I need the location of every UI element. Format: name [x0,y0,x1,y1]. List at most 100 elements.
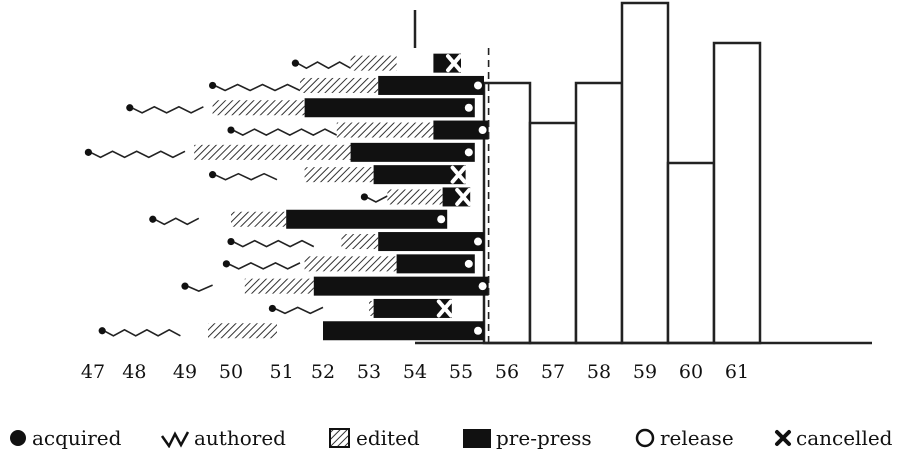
authored-line [230,128,338,136]
edited-bar [208,323,277,339]
legend-item-acquired: acquired [8,418,121,458]
edited-bar [387,189,443,205]
authored-line [295,61,351,70]
x-tick-label: 55 [449,361,473,383]
prepress-bar [396,254,475,274]
book-row [126,98,475,118]
acquired-dot [268,304,276,313]
authored-line [184,284,213,292]
authored-line [101,328,181,337]
prepress-bar [433,120,489,140]
acquired-dot-icon [10,430,26,446]
release-marker [464,148,473,157]
authored-line [212,83,301,92]
book-row [181,276,489,296]
acquired-dot [222,260,230,268]
edited-hatch-icon [329,428,350,448]
x-tick-label: 48 [122,361,146,383]
x-tick-label: 59 [633,361,657,383]
edited-bar [300,77,379,93]
book-row [227,120,489,140]
edited-bar [194,144,351,160]
book-row [209,75,484,95]
prepress-bar [323,321,484,341]
cancelled-marker [450,165,467,184]
release-marker [464,259,473,268]
legend-label-authored: authored [194,426,286,450]
x-tick-label: 53 [357,361,381,383]
legend-label-prepress: pre-press [496,426,592,450]
cancelled-marker [446,54,462,73]
edited-bar [350,55,397,71]
prepress-bar [313,276,489,296]
acquired-dot [149,215,157,223]
prepress-block-icon [463,429,491,448]
acquired-dot [291,59,299,67]
release-circle-icon [635,428,655,448]
legend-label-edited: edited [356,426,420,450]
cancelled-marker [436,299,453,318]
cancelled-x-icon [775,430,791,446]
authored-line [272,306,324,315]
edited-bar [231,211,287,227]
prepress-bar [350,142,475,162]
acquired-dot [360,193,368,201]
acquired-dot [209,81,217,90]
acquired-dot [227,126,235,134]
authored-line [226,262,301,270]
authored-line [88,150,186,159]
book-row [222,254,475,274]
histogram-bar [528,121,578,345]
book-row [291,53,462,73]
release-marker [464,103,473,112]
histogram-bar [482,81,532,345]
authored-zigzag-icon [160,431,190,448]
acquired-dot [227,237,235,246]
release-marker [474,237,482,246]
x-tick-label: 54 [403,361,427,383]
cancelled-marker [455,187,472,206]
x-tick-label: 60 [679,361,703,383]
legend-item-authored: authored [160,418,286,458]
book-row [209,165,467,185]
release-marker [478,126,487,135]
book-row [268,298,453,318]
book-row [84,142,475,162]
prepress-bar [442,187,471,207]
authored-line [152,217,200,226]
release-marker [474,81,482,90]
histogram-bar [666,161,716,345]
legend-item-cancelled: cancelled [774,418,892,458]
book-row [360,187,472,207]
acquired-dot [84,148,92,156]
x-tick-label: 52 [311,361,335,383]
prepress-bar [433,53,461,73]
legend-label-release: release [660,426,734,450]
edited-bar [369,300,374,316]
edited-bar [304,256,397,272]
edited-bar [244,278,314,294]
edited-bar [336,122,434,138]
x-tick-label: 50 [219,361,243,383]
acquired-dot [126,104,134,112]
acquired-dot [209,171,217,179]
edited-bar [304,167,374,183]
legend-item-edited: edited [328,418,420,458]
prepress-bar [373,165,466,185]
acquired-dot [98,327,106,335]
x-tick-label: 58 [587,361,611,383]
authored-line [364,195,388,203]
x-tick-label: 49 [173,361,197,383]
authored-line [129,105,204,114]
authored-line [230,239,315,248]
x-tick-label: 56 [495,361,519,383]
prepress-bar [286,209,448,229]
edited-bar [212,100,305,116]
histogram-bar [712,41,762,345]
x-tick-label: 57 [541,361,565,383]
book-row [98,321,484,341]
book-row [227,232,484,252]
prepress-bar [304,98,475,118]
histogram-bar [620,1,670,345]
prepress-bar [378,232,484,252]
